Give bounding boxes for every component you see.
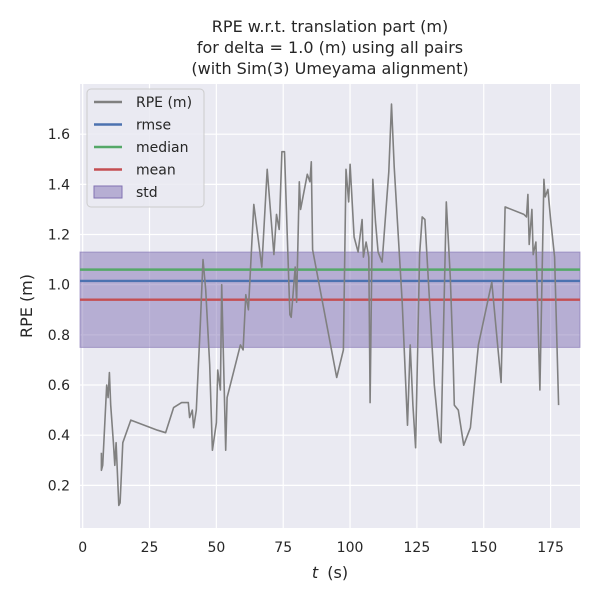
y-tick-label: 1.4 xyxy=(48,177,70,193)
x-axis-ticks: 0 25 50 75 100 125 150 175 xyxy=(78,540,564,556)
y-axis-label: RPE (m) xyxy=(17,274,36,338)
chart-title-line-1: RPE w.r.t. translation part (m) xyxy=(212,17,448,36)
legend-label-rpe: RPE (m) xyxy=(136,95,192,111)
y-tick-label: 1.6 xyxy=(48,127,70,143)
data-lines xyxy=(80,103,580,507)
y-tick-label: 1.2 xyxy=(48,228,70,244)
x-axis-label: t (s) xyxy=(312,563,348,582)
y-tick-label: 0.8 xyxy=(48,328,70,344)
legend-label-std: std xyxy=(136,185,158,201)
x-tick-label: 0 xyxy=(78,540,87,556)
x-tick-label: 125 xyxy=(404,540,431,556)
x-tick-label: 100 xyxy=(337,540,364,556)
legend-label-mean: mean xyxy=(136,163,176,179)
legend-label-median: median xyxy=(136,140,188,156)
x-tick-label: 50 xyxy=(207,540,225,556)
chart-title-line-3: (with Sim(3) Umeyama alignment) xyxy=(191,59,468,78)
legend-box xyxy=(86,88,205,208)
legend: RPE (m) rmse median mean std xyxy=(86,88,205,208)
legend-swatch-std xyxy=(93,185,123,199)
chart-title-line-2: for delta = 1.0 (m) using all pairs xyxy=(197,38,463,57)
x-axis-label-unit: (s) xyxy=(327,563,348,582)
y-tick-label: 0.4 xyxy=(48,428,70,444)
x-tick-label: 75 xyxy=(274,540,292,556)
rpe-series-line xyxy=(100,103,560,507)
legend-label-rmse: rmse xyxy=(136,118,171,134)
x-tick-label: 150 xyxy=(470,540,497,556)
y-tick-label: 0.6 xyxy=(48,378,70,394)
y-tick-label: 0.2 xyxy=(48,478,70,494)
x-axis-label-variable: t xyxy=(312,563,319,582)
y-tick-label: 1.0 xyxy=(48,278,70,294)
x-tick-label: 25 xyxy=(141,540,159,556)
y-axis-ticks: 0.2 0.4 0.6 0.8 1.0 1.2 1.4 1.6 xyxy=(48,127,70,494)
x-tick-label: 175 xyxy=(537,540,564,556)
